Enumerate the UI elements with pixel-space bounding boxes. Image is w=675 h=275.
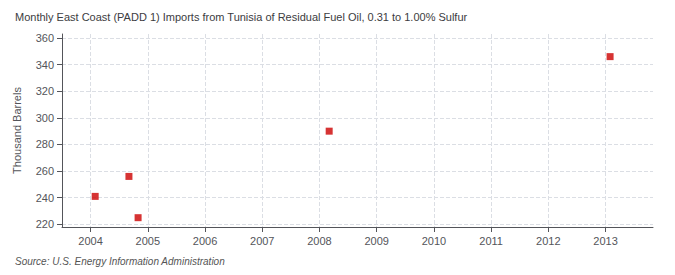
- svg-text:320: 320: [36, 85, 54, 97]
- svg-text:2013: 2013: [593, 235, 617, 247]
- svg-text:2012: 2012: [536, 235, 560, 247]
- svg-text:220: 220: [36, 218, 54, 230]
- svg-text:260: 260: [36, 165, 54, 177]
- svg-text:Thousand Barrels: Thousand Barrels: [11, 87, 23, 174]
- svg-text:2008: 2008: [307, 235, 331, 247]
- svg-text:Source: U.S. Energy Informatio: Source: U.S. Energy Information Administ…: [15, 256, 225, 267]
- svg-text:Monthly East Coast (PADD 1) Im: Monthly East Coast (PADD 1) Imports from…: [15, 11, 468, 23]
- svg-text:2011: 2011: [479, 235, 503, 247]
- svg-text:2009: 2009: [364, 235, 388, 247]
- svg-text:2005: 2005: [136, 235, 160, 247]
- svg-text:280: 280: [36, 138, 54, 150]
- svg-text:360: 360: [36, 32, 54, 44]
- svg-text:2010: 2010: [422, 235, 446, 247]
- svg-text:2007: 2007: [250, 235, 274, 247]
- svg-text:300: 300: [36, 112, 54, 124]
- svg-text:2006: 2006: [193, 235, 217, 247]
- svg-text:340: 340: [36, 59, 54, 71]
- svg-text:2004: 2004: [78, 235, 102, 247]
- svg-text:240: 240: [36, 192, 54, 204]
